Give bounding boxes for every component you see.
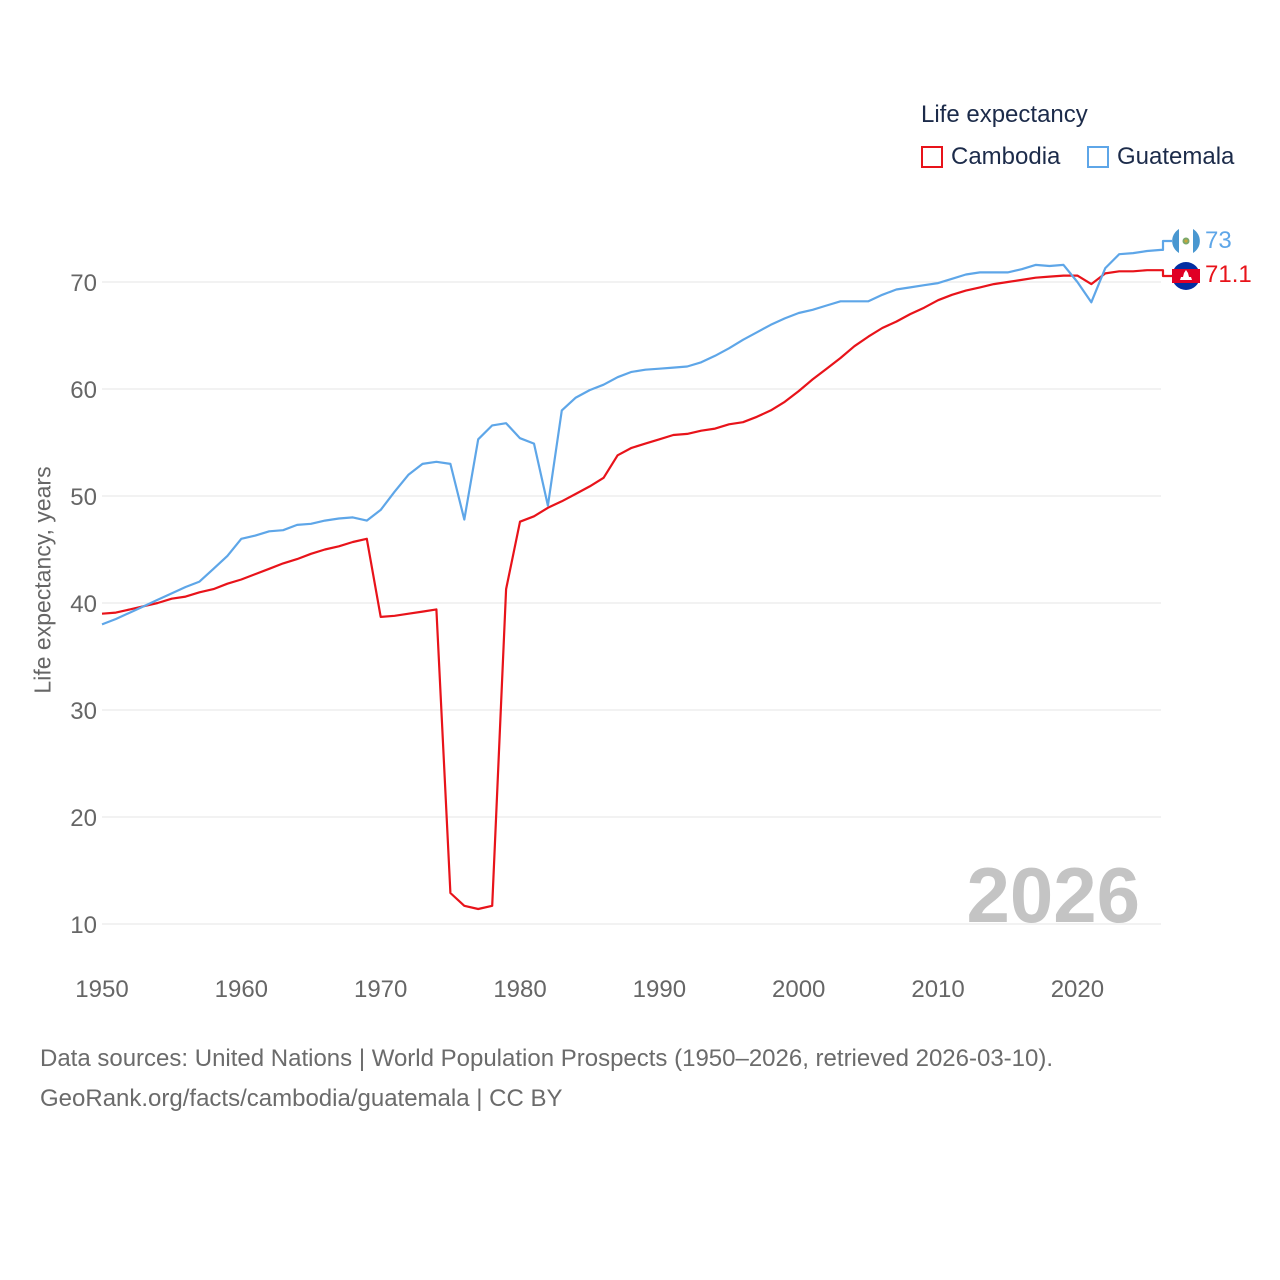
- guatemala-end-label: 73: [1205, 227, 1232, 254]
- guatemala-flag-icon: [1172, 227, 1200, 255]
- x-tick-label: 2000: [772, 976, 825, 1003]
- x-tick-label: 1960: [215, 976, 268, 1003]
- footer-sources: Data sources: United Nations | World Pop…: [40, 1045, 1054, 1072]
- gridlines: [102, 281, 1161, 925]
- series-lines: [101, 239, 1172, 911]
- x-tick-label: 1970: [354, 976, 407, 1003]
- y-tick-label: 30: [70, 698, 97, 725]
- y-tick-label: 50: [70, 484, 97, 511]
- legend-swatch-cambodia: [921, 146, 943, 168]
- cambodia-end-label: 71.1: [1205, 261, 1252, 288]
- x-tick-label: 2010: [911, 976, 964, 1003]
- series-line-guatemala[interactable]: [101, 239, 1172, 626]
- y-tick-label: 20: [70, 805, 97, 832]
- cambodia-flag-icon: [1172, 262, 1200, 290]
- legend-label-cambodia: Cambodia: [951, 143, 1061, 170]
- legend-item-cambodia[interactable]: Cambodia: [921, 143, 1060, 171]
- x-tick-label: 2020: [1051, 976, 1104, 1003]
- end-markers: [1172, 227, 1200, 290]
- legend-title: Life expectancy: [921, 101, 1088, 128]
- y-tick-label: 10: [70, 912, 97, 939]
- x-axis-ticks: 1950 1960 1970 1980 1990 2000 2010 2020: [75, 976, 1104, 1003]
- y-axis-ticks: 10 20 30 40 50 60 70: [70, 270, 97, 939]
- current-year-display: 2026: [966, 851, 1140, 939]
- footer-credit[interactable]: GeoRank.org/facts/cambodia/guatemala | C…: [40, 1085, 563, 1112]
- y-tick-label: 70: [70, 270, 97, 297]
- x-tick-label: 1950: [75, 976, 128, 1003]
- legend-item-guatemala[interactable]: Guatemala: [1087, 143, 1234, 171]
- y-axis-label: Life expectancy, years: [29, 466, 56, 694]
- x-tick-label: 1990: [633, 976, 686, 1003]
- legend-label-guatemala: Guatemala: [1117, 143, 1235, 170]
- y-tick-label: 40: [70, 591, 97, 618]
- series-line-cambodia[interactable]: [101, 269, 1172, 911]
- x-tick-label: 1980: [493, 976, 546, 1003]
- y-tick-label: 60: [70, 377, 97, 404]
- legend-swatch-guatemala: [1087, 146, 1109, 168]
